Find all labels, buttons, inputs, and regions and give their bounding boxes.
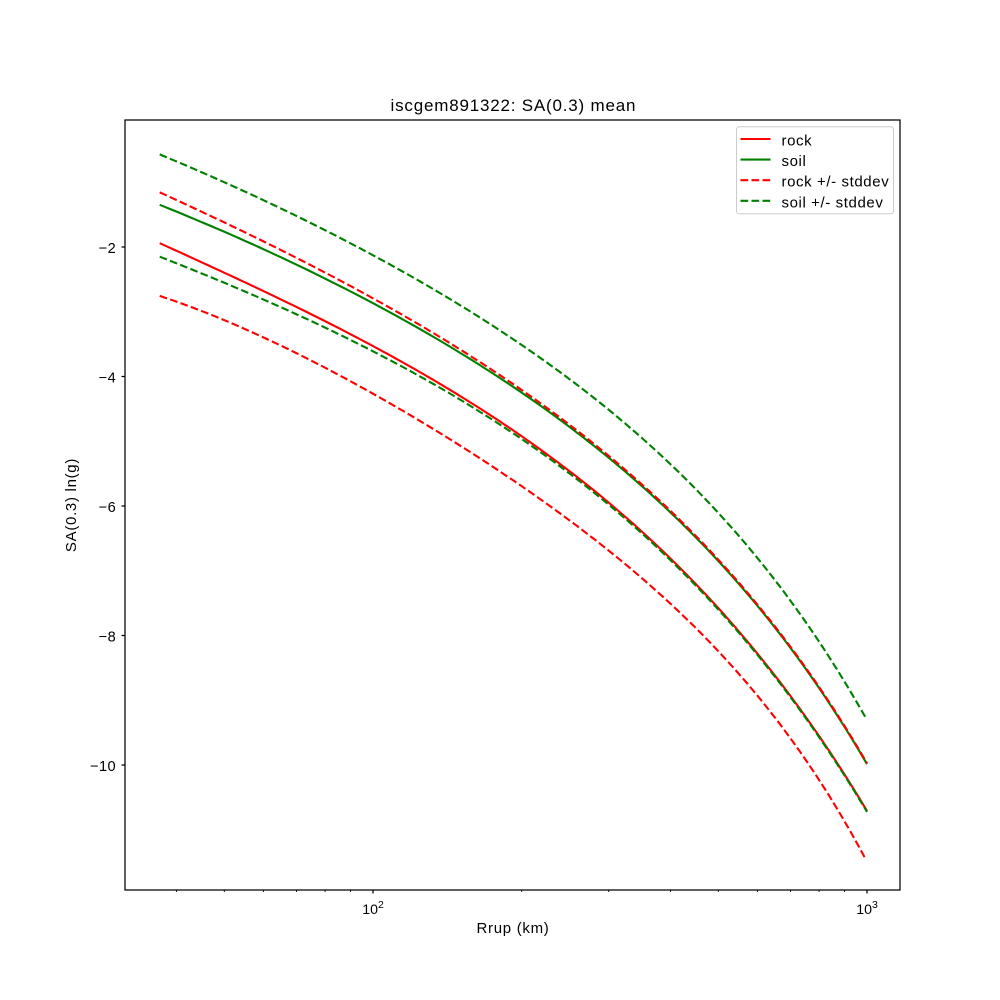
svg-text:iscgem891322: SA(0.3) mean: iscgem891322: SA(0.3) mean xyxy=(391,96,637,115)
svg-text:−8: −8 xyxy=(99,630,117,646)
svg-text:Rrup (km): Rrup (km) xyxy=(477,920,550,937)
svg-text:rock +/- stddev: rock +/- stddev xyxy=(782,174,890,191)
svg-text:soil: soil xyxy=(782,153,807,170)
svg-text:−2: −2 xyxy=(99,241,117,257)
svg-text:−10: −10 xyxy=(90,759,116,775)
svg-text:SA(0.3) ln(g): SA(0.3) ln(g) xyxy=(63,458,80,552)
svg-text:rock: rock xyxy=(782,133,813,150)
svg-text:−4: −4 xyxy=(99,371,117,387)
svg-text:−6: −6 xyxy=(99,500,117,516)
svg-text:soil +/- stddev: soil +/- stddev xyxy=(782,194,884,211)
